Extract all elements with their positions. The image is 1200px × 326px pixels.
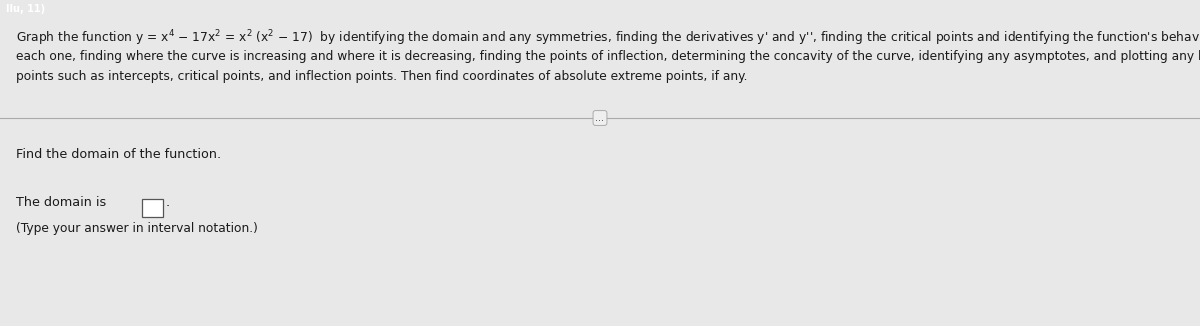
Text: (Type your answer in interval notation.): (Type your answer in interval notation.)	[16, 222, 258, 235]
Text: Find the domain of the function.: Find the domain of the function.	[16, 148, 221, 161]
Text: each one, finding where the curve is increasing and where it is decreasing, find: each one, finding where the curve is inc…	[16, 50, 1200, 63]
Text: .: .	[166, 196, 169, 209]
Text: ...: ...	[595, 113, 605, 123]
Text: The domain is: The domain is	[16, 196, 106, 209]
Text: Graph the function y = x$^4$ $-$ 17x$^2$ = x$^2$ (x$^2$ $-$ 17)  by identifying : Graph the function y = x$^4$ $-$ 17x$^2$…	[16, 28, 1200, 48]
Text: llu, 11): llu, 11)	[6, 4, 46, 14]
Text: points such as intercepts, critical points, and inflection points. Then find coo: points such as intercepts, critical poin…	[16, 70, 748, 83]
